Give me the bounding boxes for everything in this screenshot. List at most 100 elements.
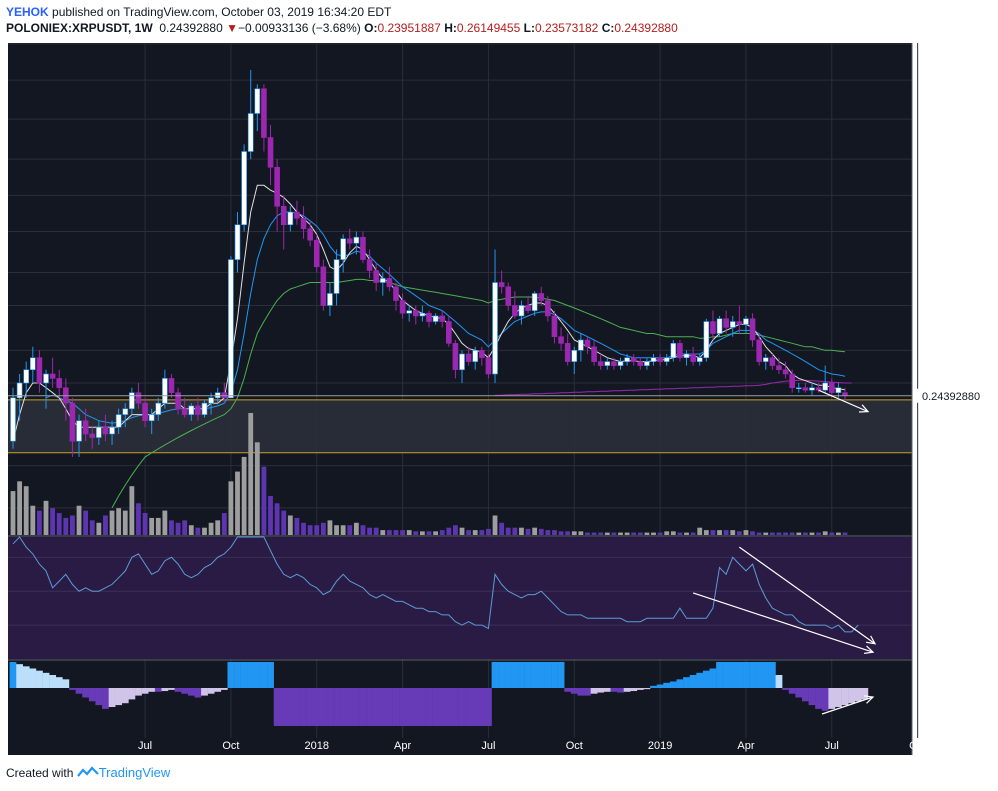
tradingview-brand[interactable]: TradingView [98,765,171,780]
candle-body-95 [637,361,644,366]
rsi-lower-trend-arrow-head [863,645,875,654]
candle-body-65 [439,315,446,322]
volume-bar-43 [294,517,300,535]
hist-bar-126 [841,688,849,706]
hist-bar-0 [9,662,17,688]
hist-bar-33 [227,662,235,688]
candle-body-55 [373,270,379,283]
volume-bar-119 [796,532,802,535]
candle-body-106 [710,321,716,334]
hist-bar-113 [755,662,763,688]
volume-bar-15 [109,510,115,535]
hist-bar-104 [696,672,704,688]
price-tick-label: 0.50000000 [922,300,980,312]
volume-bar-74 [499,522,505,535]
rsi-line [12,536,859,633]
hist-bar-56 [379,688,387,726]
candle-body-73 [492,282,498,375]
price-tick-label: 0.10000000 [922,503,980,515]
candle-body-20 [142,402,148,422]
volume-bar-26 [182,520,188,535]
volume-bar-68 [459,527,465,535]
hist-bar-98 [656,684,664,688]
close-label: C: [601,21,615,35]
hist-bar-76 [511,662,519,688]
hist-bar-115 [768,662,776,688]
hist-bar-16 [115,688,123,706]
candle-body-114 [762,357,769,362]
hist-bar-79 [531,662,539,688]
hist-bar-89 [597,688,605,693]
hist-bar-69 [465,688,473,726]
volume-bar-87 [585,532,590,535]
candle-body-122 [815,387,822,391]
hist-bar-31 [214,688,222,692]
candle-body-43 [294,211,300,219]
volume-bar-104 [697,527,703,535]
volume-bar-91 [611,532,617,535]
volume-bar-6 [50,508,56,535]
volume-bar-62 [419,531,425,535]
hist-bar-87 [584,688,591,696]
hist-bar-109 [729,662,737,688]
hist-bar-128 [854,688,862,702]
hist-bar-5 [42,672,50,688]
volume-bar-20 [142,513,148,535]
candle-body-89 [597,361,604,366]
hist-bar-25 [174,688,182,692]
volume-bar-70 [472,530,478,535]
hist-bar-52 [352,688,360,726]
price-down-arrow-head [858,404,870,413]
candle-body-91 [611,361,617,366]
rsi-band [8,537,912,659]
symbol-line: POLONIEX:XRPUSDT, 1W 0.24392880 ▼−0.0093… [6,20,678,36]
hist-bar-61 [412,688,420,726]
hist-bar-9 [69,688,76,690]
candle-body-37 [254,88,261,114]
candle-body-72 [485,357,492,375]
volume-bar-18 [129,486,135,535]
hist-bar-81 [544,662,552,688]
candle-body-40 [274,166,280,207]
hist-bar-93 [623,688,631,692]
hist-bar-59 [399,688,406,726]
volume-bar-27 [188,525,194,535]
rsi-upper-trend-arrow [739,546,876,645]
candle-body-39 [267,137,274,168]
last-price-label: 0.24392880 [922,391,980,403]
time-tick-label: Jul [138,740,152,752]
volume-bar-112 [750,531,755,535]
candle-body-93 [624,357,630,362]
hist-bar-127 [848,688,856,704]
hist-bar-10 [75,688,83,694]
candle-body-116 [776,365,782,371]
price-change: −0.00933136 (−3.68%) [238,21,361,35]
trend-annotations [692,389,877,715]
candle-body-64 [432,315,439,322]
hist-bar-30 [207,688,215,694]
hist-bar-11 [82,688,90,698]
hist-bar-49 [333,688,340,726]
candle-body-58 [393,286,399,301]
hist-bar-46 [313,688,321,726]
volume-bar-13 [96,522,102,535]
price-tick-label: 2.20000000 [922,114,980,126]
candle-body-0 [10,397,16,442]
volume-bar-53 [360,525,366,535]
candle-body-76 [512,305,518,317]
publish-line: YEHOK published on TradingView.com, Octo… [6,4,678,20]
candle-body-57 [386,278,393,288]
candle-body-48 [327,293,333,306]
volume-bar-41 [281,510,287,535]
hist-bar-19 [135,688,142,696]
candle-body-15 [109,426,115,435]
volume-bar-57 [386,530,392,535]
publisher-name[interactable]: YEHOK [6,5,49,19]
volume-bar-8 [63,517,69,535]
hist-bar-125 [834,688,842,707]
candle-body-44 [300,217,307,230]
volume-bar-51 [347,525,353,535]
volume-bar-124 [829,532,835,535]
price-tick-label: 4.00000000 [922,39,980,51]
